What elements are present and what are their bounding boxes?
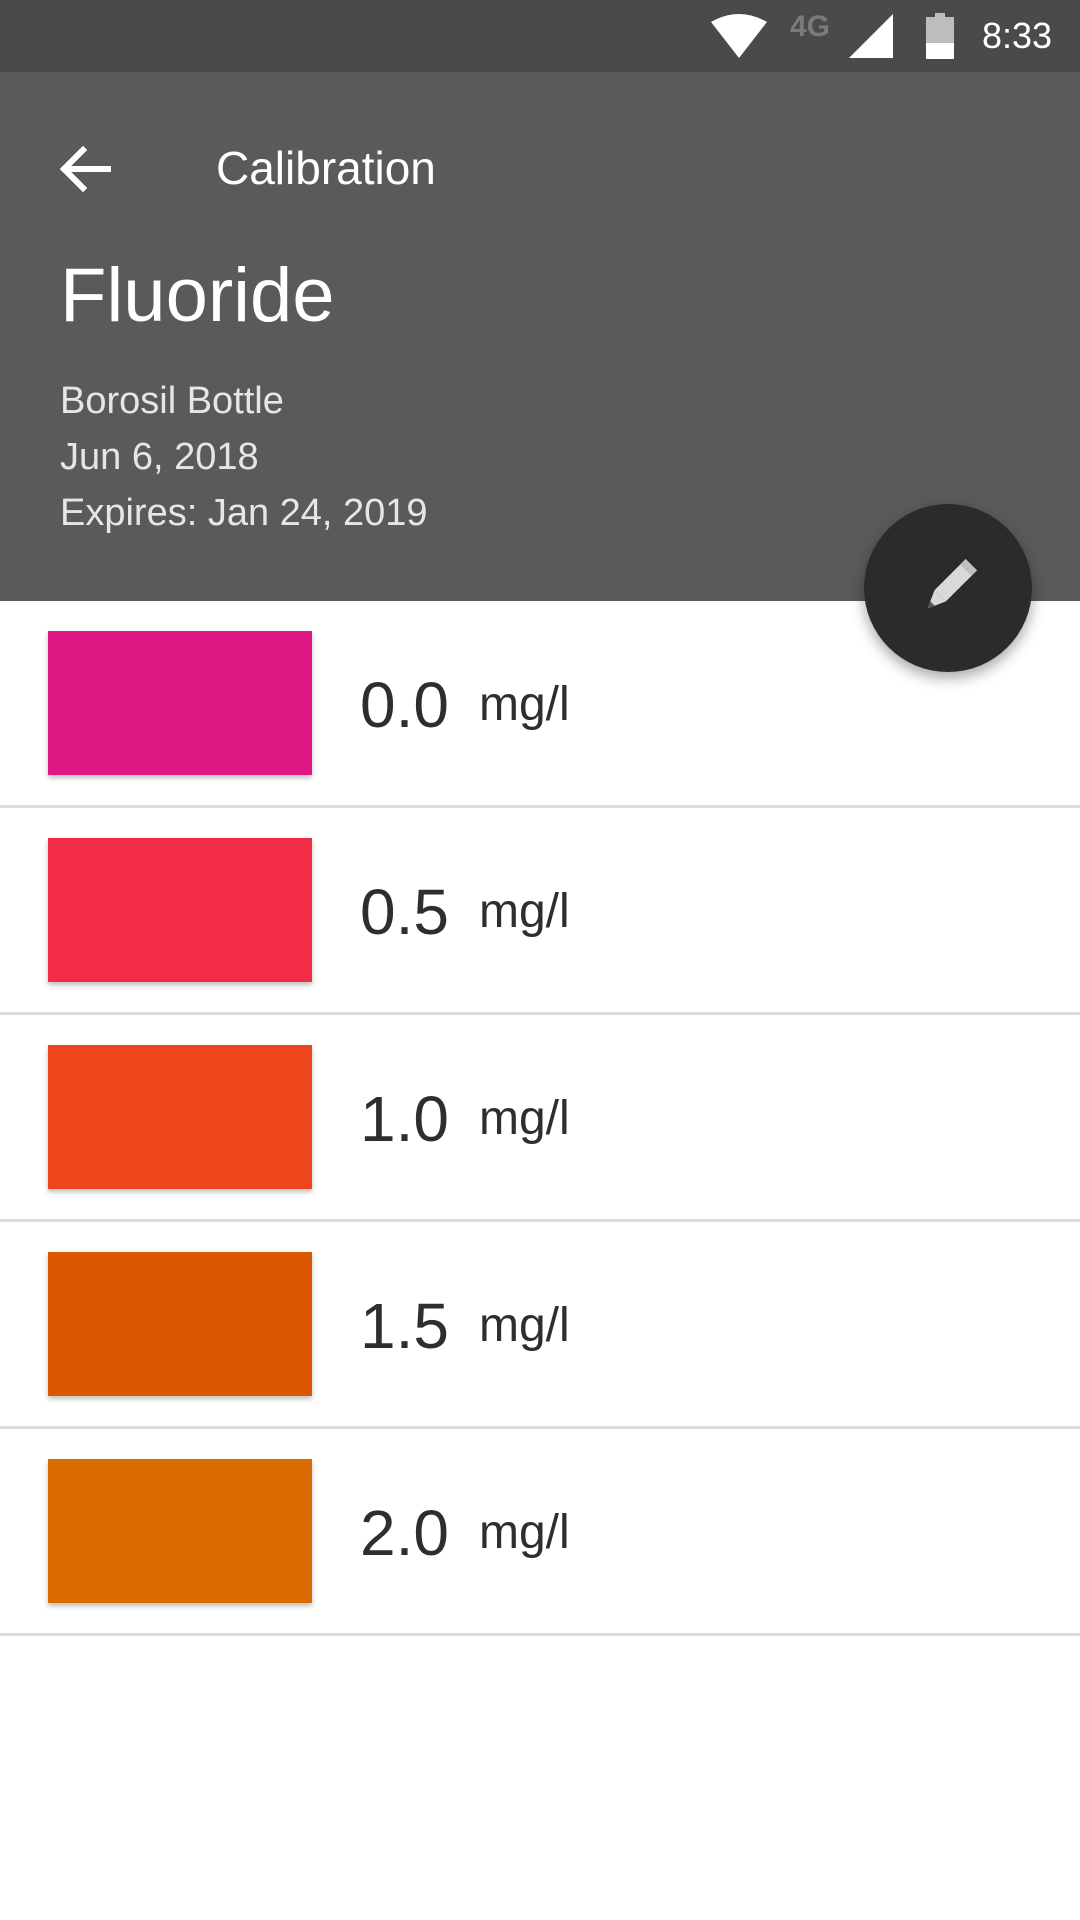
battery-icon	[922, 0, 958, 72]
color-swatch	[48, 1045, 312, 1189]
bottle-label: Borosil Bottle	[60, 380, 284, 422]
calibration-value: 2.0	[360, 1496, 449, 1569]
color-swatch	[48, 631, 312, 775]
network-type-label: 4G	[789, 10, 831, 43]
calibration-row[interactable]: 1.0 mg/l	[0, 1015, 1080, 1222]
color-swatch	[48, 1252, 312, 1396]
calibration-value: 1.5	[360, 1289, 449, 1362]
calibration-row[interactable]: 0.5 mg/l	[0, 808, 1080, 1015]
clock-time: 8:33	[982, 15, 1053, 56]
pencil-icon	[927, 559, 977, 609]
test-name: Fluoride	[60, 253, 335, 338]
calibration-unit: mg/l	[479, 1299, 570, 1352]
calibration-unit: mg/l	[479, 1092, 570, 1145]
status-bar: 4G 8:33	[0, 0, 1080, 72]
edit-fab-button[interactable]	[864, 504, 1032, 672]
calibration-unit: mg/l	[479, 678, 570, 731]
wifi-icon	[706, 0, 772, 72]
calibration-date: Jun 6, 2018	[60, 436, 259, 478]
calibration-row[interactable]: 1.5 mg/l	[0, 1222, 1080, 1429]
calibration-row[interactable]: 0.0 mg/l	[0, 601, 1080, 808]
back-button[interactable]	[40, 124, 130, 214]
calibration-unit: mg/l	[479, 885, 570, 938]
calibration-list: 0.0 mg/l 0.5 mg/l 1.0 mg/l 1.5 mg/l 2.0 …	[0, 601, 1080, 1636]
calibration-value: 1.0	[360, 1082, 449, 1155]
toolbar-title: Calibration	[216, 142, 436, 194]
color-swatch	[48, 838, 312, 982]
calibration-value: 0.5	[360, 875, 449, 948]
arrow-left-icon	[59, 146, 111, 192]
color-swatch	[48, 1459, 312, 1603]
calibration-row[interactable]: 2.0 mg/l	[0, 1429, 1080, 1636]
calibration-unit: mg/l	[479, 1506, 570, 1559]
expiry-date: Expires: Jan 24, 2019	[60, 492, 428, 534]
calibration-value: 0.0	[360, 668, 449, 741]
calibration-header: Calibration Fluoride Borosil Bottle Jun …	[0, 72, 1080, 601]
cell-signal-icon	[846, 0, 896, 72]
